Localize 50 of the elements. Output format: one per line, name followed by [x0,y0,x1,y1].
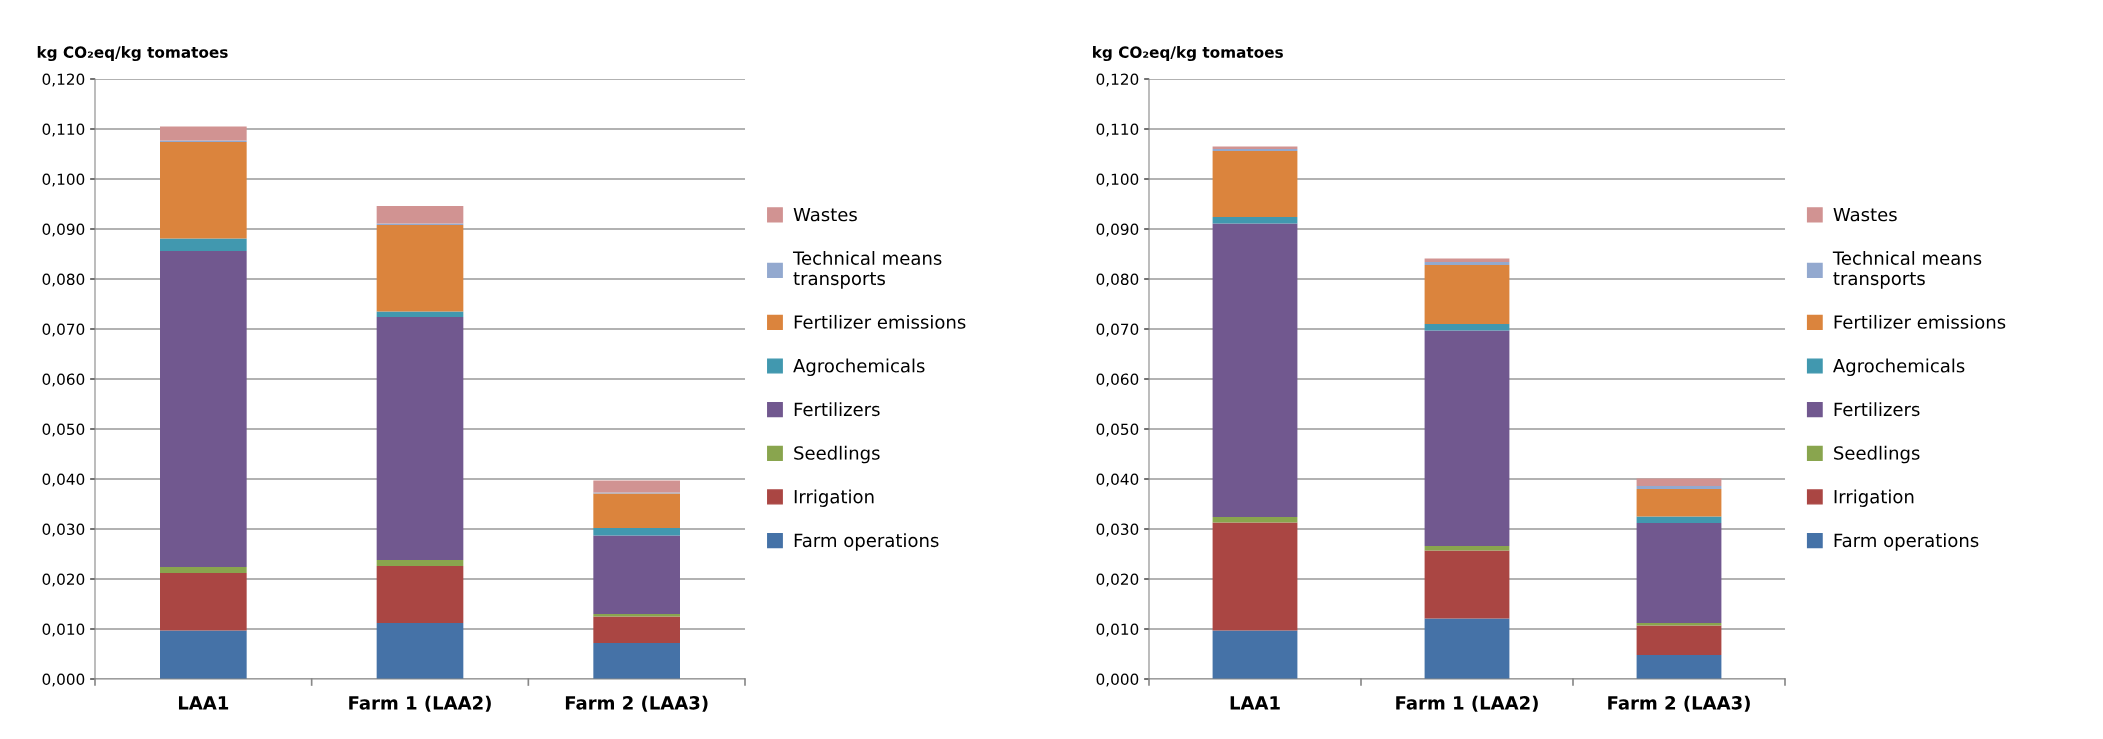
y-tick-label: 0,010 [42,623,85,637]
y-tick-label: 0,030 [42,523,85,537]
x-tick-label: Farm 1 (LAA2) [349,695,491,712]
legend-label: Farm operations [1834,533,1979,551]
legend-label: Wastes [793,207,857,222]
y-tick-label: 0,020 [42,573,85,587]
y-tick-label: 0,080 [1096,273,1139,287]
y-tick-label: 0,050 [42,423,85,437]
legend-label: Seedlings [1834,445,1920,464]
y-tick-label: 0,120 [1096,73,1139,87]
y-tick-label: 0,100 [1096,173,1139,187]
legend-label: Agrochemicals [1833,358,1965,377]
x-tick-label: LAA1 [178,696,229,710]
y-tick-label: 0,100 [42,173,85,187]
y-tick-label: 0,050 [1096,423,1139,437]
y-axis-title: kg CO₂eq/kg tomatoes [37,46,228,61]
y-tick-label: 0,020 [1096,573,1139,587]
legend-label: Technical means transports [1832,251,1982,289]
legend-label: Fertilizers [1834,402,1920,417]
legend-label: Seedlings [794,445,880,464]
x-tick-label: LAA1 [1230,696,1280,710]
y-tick-label: 0,040 [42,473,85,487]
y-tick-label: 0,060 [42,373,85,387]
y-tick-label: 0,060 [1096,373,1139,387]
legend-label: Farm operations [794,533,939,551]
y-tick-label: 0,110 [42,123,85,137]
legend-label: Fertilizer emissions [1834,314,2006,329]
y-tick-label: 0,040 [1096,473,1139,487]
y-axis-title: kg CO₂eq/kg tomatoes [1093,46,1283,61]
legend-label: Irrigation [1834,489,1914,507]
y-tick-label: 0,030 [1096,523,1139,537]
x-tick-label: Farm 1 (LAA2) [1396,695,1538,712]
y-tick-label: 0,070 [42,323,85,337]
legend-label: Fertilizers [794,402,880,417]
legend-label: Irrigation [794,489,874,507]
y-tick-label: 0,070 [1096,323,1139,337]
y-tick-label: 0,090 [42,223,85,237]
y-tick-label: 0,000 [42,673,85,687]
y-tick-label: 0,110 [1096,123,1139,137]
legend-label: Wastes [1833,207,1897,222]
y-tick-label: 0,090 [1096,223,1139,237]
y-tick-label: 0,120 [42,73,85,87]
x-tick-label: Farm 2 (LAA3) [565,695,708,712]
y-tick-label: 0,000 [1096,673,1139,687]
legend-label: Fertilizer emissions [794,314,966,329]
legend-label: Technical means transports [792,251,942,289]
y-tick-label: 0,010 [1096,623,1139,637]
x-tick-label: Farm 2 (LAA3) [1608,695,1750,712]
y-tick-label: 0,080 [42,273,85,287]
legend-label: Agrochemicals [793,358,925,377]
